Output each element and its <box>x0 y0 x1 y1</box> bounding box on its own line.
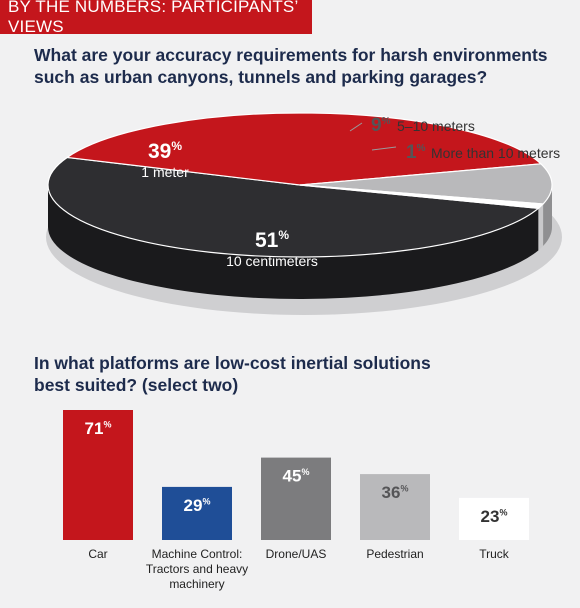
bar-machine-control <box>162 486 232 540</box>
leader-line-more-than-10-meters <box>371 146 397 151</box>
category-label-machine-control: Machine Control: Tractors and heavy mach… <box>145 547 249 591</box>
pie-slice-1-meter <box>65 112 543 186</box>
bar-machine-control-value: 29% <box>184 496 211 515</box>
pie-label-10-centimeters: 10 centimeters <box>226 253 318 269</box>
bar-car <box>63 410 133 540</box>
pie-value-5-10-meters: 9% <box>371 115 391 136</box>
bar-pedestrian <box>360 474 430 540</box>
pie-label-more-than-10-meters: More than 10 meters <box>431 145 560 161</box>
pie-chart-question: What are your accuracy requirements for … <box>34 45 548 87</box>
pie-value-1-meter: 39% <box>148 139 182 163</box>
leader-line-5-10-meters <box>349 122 363 132</box>
bar-drone-value: 45% <box>283 467 310 486</box>
bar-truck <box>459 497 529 540</box>
pie-label-5-10-meters: 5–10 meters <box>397 118 475 134</box>
banner-title: BY THE NUMBERS: PARTICIPANTS’ VIEWS <box>0 0 312 36</box>
bar-pedestrian-value: 36% <box>382 483 409 502</box>
pie-depth <box>48 185 552 300</box>
pie-slice-10-centimeters-side <box>48 185 539 300</box>
category-label-pedestrian: Pedestrian <box>366 547 424 561</box>
pie-label-1-meter: 1 meter <box>141 164 189 180</box>
pie-slice-5-10-meters <box>299 163 553 205</box>
pie-slice-more-than-10-meters <box>299 184 545 209</box>
category-label-truck: Truck <box>479 547 509 561</box>
category-label-drone: Drone/UAS <box>265 547 327 561</box>
bar-truck-value: 23% <box>481 507 508 526</box>
pie-chart: 51%10 centimeters 39%1 meter 9% 5–10 meters… <box>46 112 562 315</box>
category-label-car: Car <box>88 547 108 561</box>
pie-slice-5-10-meters-side <box>543 185 552 246</box>
pie-slice-10-centimeters <box>47 156 540 258</box>
pie-value-more-than-10-meters: 1% <box>406 142 426 163</box>
bar-chart-question: In what platforms are low-cost inertial … <box>34 353 431 395</box>
pie-value-10-centimeters: 51% <box>255 228 289 252</box>
bar-car-value: 71% <box>85 419 112 438</box>
pie-slice-more-than-10-meters-side <box>538 203 544 251</box>
bar-drone <box>261 457 331 540</box>
